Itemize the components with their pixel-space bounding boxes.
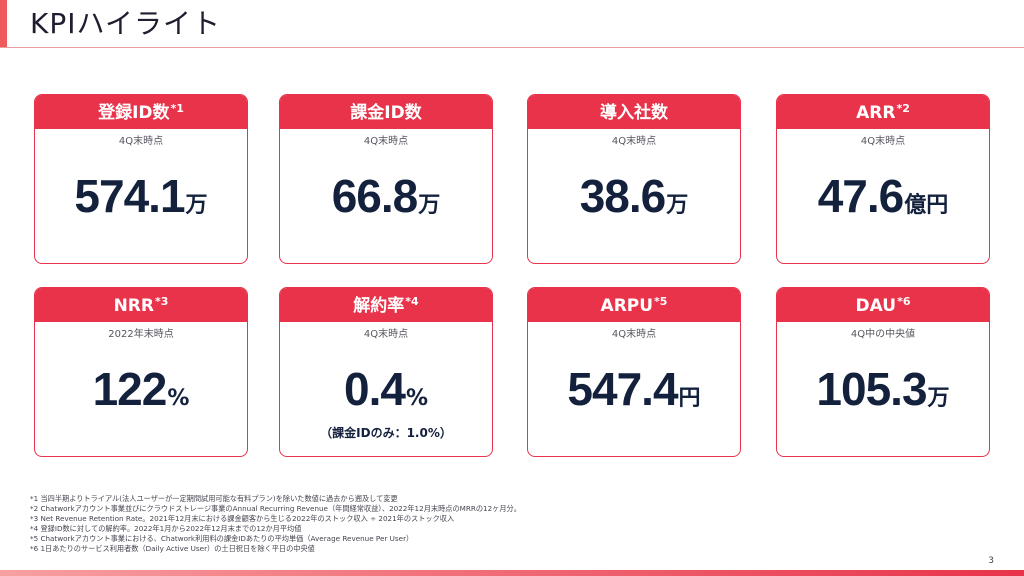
title-divider [0, 47, 1024, 48]
kpi-label: 導入社数 [600, 103, 668, 123]
kpi-card-churn-rate: 解約率*4 4Q末時点 0.4% （課金IDのみ：1.0%） [279, 287, 493, 457]
kpi-footnote-mark: *1 [170, 102, 184, 115]
kpi-number: 38.6 [579, 170, 667, 222]
kpi-value: 0.4% [280, 362, 492, 416]
kpi-timing: 4Q末時点 [860, 136, 906, 147]
title-accent-bar [0, 0, 7, 48]
kpi-card-header: ARR*2 [777, 95, 989, 129]
kpi-value: 122% [35, 362, 247, 416]
kpi-timing: 4Q末時点 [118, 136, 164, 147]
kpi-value: 105.3万 [777, 362, 989, 416]
page-number: 3 [988, 556, 994, 566]
bottom-accent-bar [0, 570, 1024, 576]
kpi-label: NRR [113, 296, 154, 316]
kpi-unit: 万 [666, 193, 689, 218]
kpi-timing: 4Q末時点 [363, 329, 409, 340]
page-title: KPIハイライト [30, 7, 221, 40]
kpi-unit: 万 [418, 193, 441, 218]
kpi-label: 課金ID数 [350, 103, 422, 123]
kpi-label: 解約率 [353, 296, 405, 316]
kpi-timing: 4Q末時点 [611, 136, 657, 147]
kpi-value: 574.1万 [35, 169, 247, 223]
kpi-card-companies: 導入社数 4Q末時点 38.6万 [527, 94, 741, 264]
footnote: *4 登録ID数に対しての解約率。2022年1月から2022年12月末までの12… [30, 524, 302, 533]
kpi-value: 38.6万 [528, 169, 740, 223]
kpi-card-header: 解約率*4 [280, 288, 492, 322]
footnote: *5 Chatworkアカウント事業における、Chatwork利用料の課金IDあ… [30, 534, 414, 543]
footnote: *3 Net Revenue Retention Rate。2021年12月末に… [30, 514, 455, 523]
kpi-card-nrr: NRR*3 2022年末時点 122% [34, 287, 248, 457]
kpi-timing: 4Q末時点 [363, 136, 409, 147]
kpi-value: 47.6億円 [777, 169, 989, 223]
kpi-footnote-mark: *3 [155, 295, 169, 308]
kpi-label: 登録ID数 [98, 103, 170, 123]
kpi-note: （課金IDのみ：1.0%） [320, 426, 452, 440]
kpi-timing: 4Q中の中央値 [850, 329, 916, 340]
footnote: *6 1日あたりのサービス利用者数（Daily Active User）の土日祝… [30, 544, 315, 553]
kpi-card-paid-ids: 課金ID数 4Q末時点 66.8万 [279, 94, 493, 264]
kpi-unit: 万 [927, 386, 950, 411]
kpi-card-header: 導入社数 [528, 95, 740, 129]
kpi-card-arr: ARR*2 4Q末時点 47.6億円 [776, 94, 990, 264]
kpi-timing: 2022年末時点 [108, 329, 174, 340]
kpi-footnote-mark: *6 [897, 295, 911, 308]
footnotes: *1 当四半期よりトライアル(法人ユーザーが一定期間試用可能な有料プラン)を除い… [30, 494, 521, 554]
kpi-value: 547.4円 [528, 362, 740, 416]
kpi-footnote-mark: *2 [896, 102, 910, 115]
kpi-footnote-mark: *4 [405, 295, 419, 308]
kpi-value: 66.8万 [280, 169, 492, 223]
kpi-card-arpu: ARPU*5 4Q末時点 547.4円 [527, 287, 741, 457]
kpi-label: ARR [856, 103, 896, 123]
kpi-unit: % [167, 386, 190, 411]
kpi-card-header: 登録ID数*1 [35, 95, 247, 129]
kpi-number: 547.4 [567, 363, 678, 415]
kpi-card-header: DAU*6 [777, 288, 989, 322]
kpi-unit: 万 [185, 193, 208, 218]
kpi-number: 574.1 [74, 170, 185, 222]
kpi-number: 0.4 [344, 363, 406, 415]
kpi-label: ARPU [600, 296, 654, 316]
kpi-card-registered-ids: 登録ID数*1 4Q末時点 574.1万 [34, 94, 248, 264]
kpi-number: 66.8 [331, 170, 419, 222]
footnote: *1 当四半期よりトライアル(法人ユーザーが一定期間試用可能な有料プラン)を除い… [30, 494, 398, 503]
kpi-timing: 4Q末時点 [611, 329, 657, 340]
kpi-number: 47.6 [817, 170, 905, 222]
kpi-card-header: ARPU*5 [528, 288, 740, 322]
footnote: *2 Chatworkアカウント事業並びにクラウドストレージ事業のAnnual … [30, 504, 521, 513]
kpi-card-header: 課金ID数 [280, 95, 492, 129]
kpi-unit: 億円 [904, 193, 949, 218]
kpi-card-dau: DAU*6 4Q中の中央値 105.3万 [776, 287, 990, 457]
kpi-unit: % [405, 386, 428, 411]
kpi-number: 122 [92, 363, 168, 415]
kpi-card-header: NRR*3 [35, 288, 247, 322]
kpi-label: DAU [855, 296, 897, 316]
kpi-unit: 円 [678, 386, 701, 411]
kpi-footnote-mark: *5 [654, 295, 668, 308]
kpi-number: 105.3 [816, 363, 927, 415]
